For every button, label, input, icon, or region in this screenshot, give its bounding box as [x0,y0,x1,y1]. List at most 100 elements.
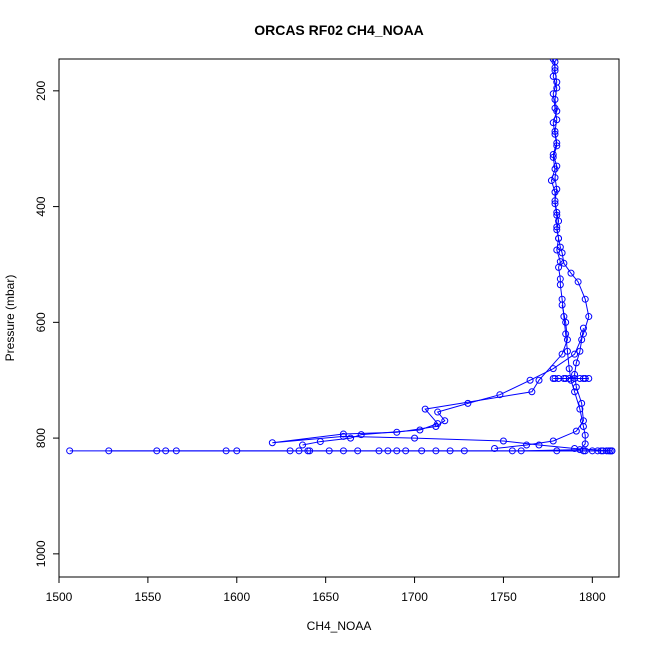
data-point [222,447,230,455]
data-point [268,439,276,447]
data-point [535,376,543,384]
data-point [563,336,571,344]
data-point [551,67,559,75]
data-point [585,313,593,321]
data-point [579,324,587,332]
data-point [553,185,561,193]
data-point [558,350,566,358]
data-point [553,139,561,147]
data-point [579,417,587,425]
data-point [526,376,534,384]
data-point [581,295,589,303]
data-point [555,263,563,271]
y-axis-label: Pressure (mbar) [3,275,17,362]
data-point [553,447,561,455]
data-point [578,336,586,344]
x-tick-label: 1650 [312,590,339,604]
series-line [302,304,568,446]
data-point [553,226,561,234]
y-axis: 200 400 600 800 1000 [34,81,60,567]
data-point [551,200,559,208]
data-point [434,408,442,416]
data-point [339,430,347,438]
series-line [494,328,584,450]
x-tick-label: 1500 [46,590,73,604]
data-point [421,405,429,413]
data-point [581,440,589,448]
data-point [508,447,516,455]
data-point [434,420,442,428]
data-point [418,447,426,455]
data-point [576,347,584,355]
x-tick-label: 1550 [135,590,162,604]
data-point [105,447,113,455]
y-tick-label: 800 [34,428,48,448]
data-point [523,441,531,449]
data-point [562,374,570,382]
data-point [572,359,580,367]
data-point [347,434,355,442]
data-point [585,374,593,382]
data-point [549,90,557,98]
data-point [551,59,559,66]
plot-frame [58,58,620,578]
plot-data [66,59,616,455]
y-tick-label: 200 [34,81,48,101]
data-point [354,447,362,455]
x-tick-label: 1750 [490,590,517,604]
data-point [555,217,563,225]
data-point [553,78,561,86]
data-point [571,370,579,378]
data-point [551,197,559,205]
data-point [571,350,579,358]
data-point [551,174,559,182]
data-point [411,434,419,442]
x-tick-label: 1700 [401,590,428,604]
data-point [551,104,559,112]
data-point [553,142,561,150]
data-point [491,445,499,453]
data-point [565,374,573,382]
data-point [535,441,543,449]
data-point [316,438,324,446]
data-point [460,447,468,455]
data-point [551,127,559,135]
data-point [441,417,449,425]
data-point [572,427,580,435]
data-point [464,399,472,407]
y-tick-label: 1000 [34,540,48,567]
data-point [608,447,616,455]
data-point [556,243,564,251]
data-point [565,365,573,373]
data-point [581,447,589,455]
data-point [306,447,314,455]
data-point [172,447,180,455]
data-point [553,208,561,216]
data-point [549,365,557,373]
data-point [562,318,570,326]
x-tick-label: 1600 [223,590,250,604]
data-point [594,447,602,455]
data-point [299,441,307,449]
data-point [549,59,557,63]
y-tick-label: 600 [34,312,48,332]
data-point [553,116,561,124]
data-point [558,301,566,309]
data-point [556,281,564,289]
data-point [153,447,161,455]
data-point [325,447,333,455]
data-point [551,130,559,138]
data-point [499,437,507,445]
data-point [549,437,557,445]
data-point [604,447,612,455]
data-point [339,447,347,455]
x-tick-label: 1800 [579,590,606,604]
data-point [555,374,563,382]
data-point [588,447,596,455]
data-point [581,431,589,439]
x-axis: 1500 1550 1600 1650 1700 1750 1800 [46,576,606,604]
data-point [571,445,579,453]
data-point [597,447,605,455]
data-point [384,447,392,455]
